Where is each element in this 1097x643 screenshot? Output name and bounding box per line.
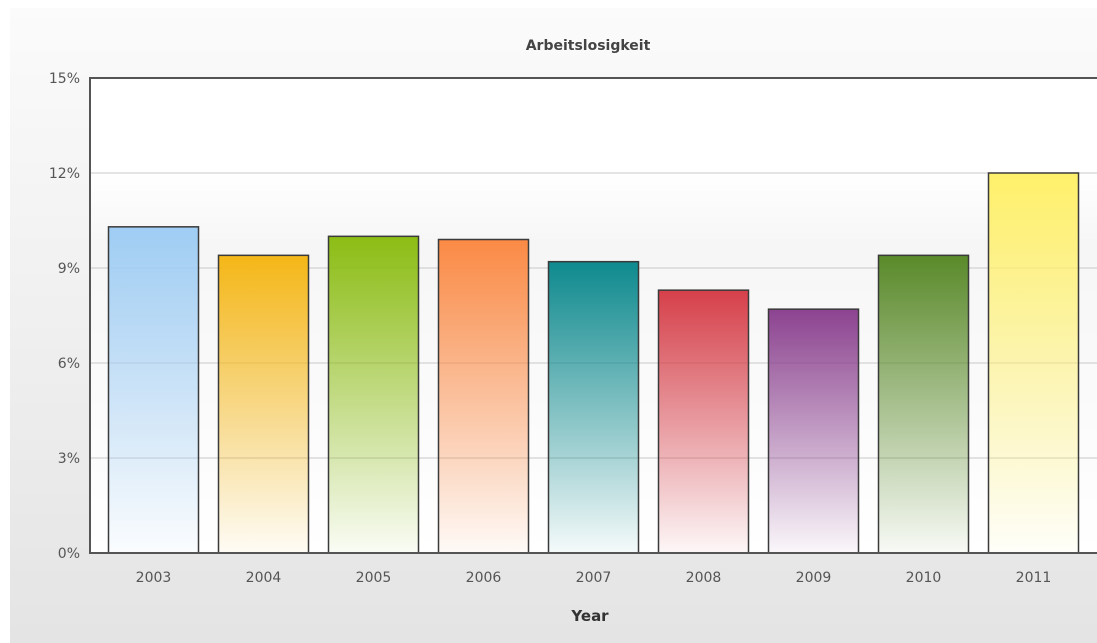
plot-frame: [89, 77, 1097, 554]
y-tick-label: 9%: [58, 261, 80, 277]
chart-title: Arbeitslosigkeit: [526, 38, 651, 54]
x-axis-title: Year: [570, 607, 609, 625]
bar-2008[interactable]: [657, 289, 750, 554]
y-tick-labels: 0% 3% 6% 9% 12% 15%: [49, 71, 80, 562]
x-tick-labels: 2003 2004 2005 2006 2007 2008 2009 2010 2011: [136, 570, 1052, 586]
x-tick-label: 2006: [466, 570, 502, 586]
x-tick-label: 2007: [576, 570, 612, 586]
bar-2007[interactable]: [547, 260, 640, 554]
x-tick-label: 2009: [796, 570, 832, 586]
bar-2006[interactable]: [437, 238, 530, 554]
bar-2003[interactable]: [107, 226, 200, 554]
y-tick-label: 12%: [49, 166, 80, 182]
x-tick-label: 2008: [686, 570, 722, 586]
x-tick-label: 2005: [356, 570, 392, 586]
bar-2011[interactable]: [987, 172, 1080, 554]
x-tick-label: 2003: [136, 570, 172, 586]
y-tick-label: 3%: [58, 451, 80, 467]
x-tick-label: 2010: [906, 570, 942, 586]
y-tick-label: 15%: [49, 71, 80, 87]
x-tick-label: 2011: [1016, 570, 1052, 586]
bar-2005[interactable]: [327, 235, 420, 554]
x-tick-label: 2004: [246, 570, 282, 586]
bar-2004[interactable]: [217, 254, 310, 554]
bar-2009[interactable]: [767, 308, 860, 554]
bar-2010[interactable]: [877, 254, 970, 554]
y-tick-label: 0%: [58, 546, 80, 562]
y-tick-label: 6%: [58, 356, 80, 372]
